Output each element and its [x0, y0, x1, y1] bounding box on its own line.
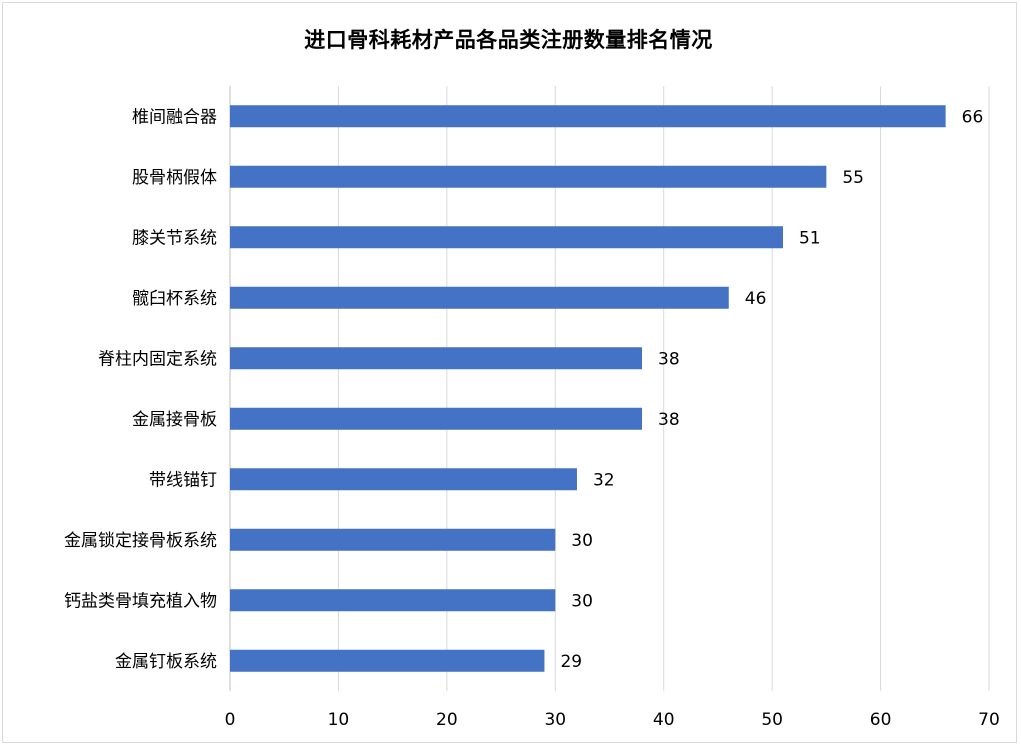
data-label: 29: [560, 652, 582, 672]
bar: [230, 226, 783, 249]
category-label: 钙盐类骨填充植入物: [64, 591, 217, 611]
bar: [230, 589, 556, 612]
data-label: 66: [962, 107, 984, 127]
category-label: 股骨柄假体: [132, 168, 217, 188]
x-tick-label: 70: [978, 710, 1000, 730]
category-label: 金属接骨板: [132, 410, 217, 430]
x-tick-label: 40: [653, 710, 675, 730]
category-label: 带线锚钉: [149, 470, 217, 490]
category-label: 金属锁定接骨板系统: [64, 531, 217, 551]
data-labels: 66 55 51 46 38 38 32 30 30 29: [560, 107, 983, 672]
data-label: 38: [658, 349, 680, 369]
category-label: 髋臼杯系统: [132, 289, 217, 309]
bar: [230, 649, 545, 672]
data-label: 51: [799, 228, 821, 248]
x-axis-tick-labels: 0 10 20 30 40 50 60 70: [225, 710, 1000, 730]
category-label: 脊柱内固定系统: [98, 349, 217, 369]
x-tick-label: 50: [761, 710, 783, 730]
category-label: 椎间融合器: [132, 107, 217, 127]
data-label: 46: [745, 289, 767, 309]
bars: [230, 105, 946, 672]
data-label: 30: [571, 591, 593, 611]
bar: [230, 286, 729, 309]
bar: [230, 347, 643, 370]
data-label: 30: [571, 531, 593, 551]
x-tick-label: 60: [870, 710, 892, 730]
x-tick-label: 20: [436, 710, 458, 730]
bar: [230, 528, 556, 551]
category-label: 膝关节系统: [132, 228, 217, 248]
x-tick-label: 30: [544, 710, 566, 730]
bar: [230, 105, 946, 128]
x-tick-label: 0: [225, 710, 236, 730]
category-label: 金属钉板系统: [115, 652, 217, 672]
data-label: 55: [842, 168, 864, 188]
data-label: 38: [658, 410, 680, 430]
x-tick-label: 10: [328, 710, 350, 730]
bar: [230, 468, 577, 491]
bar: [230, 165, 827, 188]
category-labels: 椎间融合器股骨柄假体膝关节系统髋臼杯系统脊柱内固定系统金属接骨板带线锚钉金属锁定…: [64, 107, 217, 672]
chart-title: 进口骨科耗材产品各品类注册数量排名情况: [304, 28, 713, 52]
bar: [230, 407, 643, 430]
data-label: 32: [593, 470, 615, 490]
